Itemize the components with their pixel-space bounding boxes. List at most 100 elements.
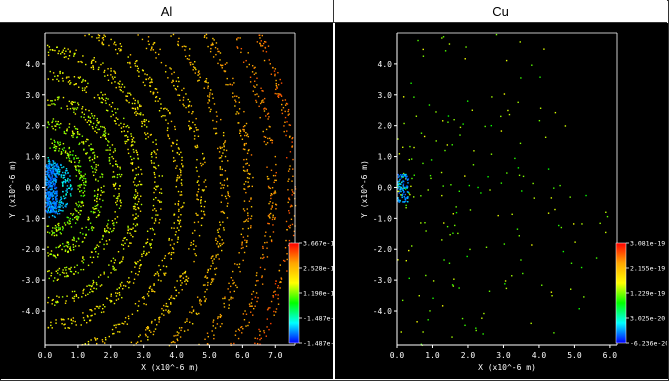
scatter-point [277, 285, 280, 287]
scatter-point [83, 149, 85, 151]
scatter-point [50, 100, 52, 102]
scatter-point [62, 318, 64, 321]
scatter-point [70, 188, 73, 191]
scatter-point [60, 318, 63, 320]
scatter-point [262, 101, 265, 103]
scatter-point [248, 185, 250, 187]
scatter-point [172, 79, 174, 82]
scatter-point [234, 99, 236, 101]
scatter-point [522, 272, 524, 275]
scatter-point [485, 246, 488, 248]
scatter-point [61, 182, 64, 184]
scatter-point [184, 270, 187, 273]
scatter-point [132, 169, 134, 171]
scatter-point [46, 203, 49, 206]
scatter-point [447, 115, 450, 117]
scatter-point [139, 259, 141, 261]
scatter-point [245, 142, 247, 145]
scatter-point [113, 302, 116, 305]
scatter-point [212, 255, 214, 257]
scatter-point [270, 240, 273, 243]
scatter-point [133, 278, 136, 280]
scatter-point [96, 244, 98, 246]
scatter-point [83, 183, 85, 186]
scatter-point [107, 223, 109, 225]
scatter-point [267, 222, 269, 225]
scatter-point [204, 338, 206, 341]
scatter-point [287, 114, 289, 116]
scatter-point [406, 187, 408, 189]
scatter-point [68, 219, 70, 222]
scatter-point [159, 97, 161, 100]
scatter-point [112, 183, 115, 186]
scatter-point [60, 122, 62, 125]
scatter-point [191, 312, 193, 314]
scatter-point [79, 231, 82, 234]
scatter-point [58, 227, 60, 229]
scatter-point [120, 45, 123, 48]
scatter-point [217, 246, 220, 248]
scatter-point [284, 247, 287, 249]
scatter-point [46, 197, 49, 199]
scatter-point [80, 201, 82, 203]
scatter-point [134, 65, 137, 67]
scatter-point [232, 77, 234, 80]
scatter-point [57, 301, 59, 303]
scatter-point [181, 327, 183, 329]
scatter-point [173, 335, 175, 337]
scatter-point [178, 210, 180, 212]
scatter-point [172, 248, 175, 250]
scatter-point [203, 36, 206, 38]
scatter-point [448, 262, 451, 264]
scatter-point [54, 141, 56, 143]
scatter-point [108, 160, 111, 162]
scatter-point [72, 150, 74, 152]
scatter-point [211, 278, 213, 281]
scatter-point [62, 202, 64, 204]
scatter-point [242, 259, 244, 262]
scatter-point [47, 157, 49, 159]
scatter-point [128, 282, 130, 284]
scatter-point [174, 159, 176, 162]
x-tick-label: 0.0 [390, 351, 405, 360]
scatter-point [149, 81, 151, 84]
scatter-point [215, 42, 218, 44]
scatter-point [272, 294, 274, 297]
scatter-point [167, 77, 169, 79]
scatter-point [256, 84, 258, 86]
scatter-point [55, 195, 58, 198]
scatter-point [108, 44, 110, 47]
scatter-point [139, 265, 141, 267]
scatter-point [182, 273, 184, 275]
scatter-point [53, 232, 56, 234]
scatter-point [134, 203, 136, 205]
colorbar: 3.081e-192.155e-191.229e-193.025e-20-6.2… [615, 240, 668, 348]
scatter-point [98, 307, 100, 309]
scatter-point [214, 46, 217, 49]
panel-title-al: Al [0, 0, 334, 23]
scatter-point [107, 133, 110, 135]
scatter-point [146, 230, 149, 232]
scatter-point [60, 151, 63, 153]
scatter-point [54, 49, 56, 52]
scatter-point [53, 146, 56, 148]
scatter-point [283, 130, 285, 133]
scatter-point [162, 108, 165, 110]
scatter-point [118, 207, 121, 209]
scatter-point [115, 117, 118, 119]
scatter-point [55, 207, 58, 210]
scatter-point [146, 293, 149, 295]
scatter-point [47, 51, 50, 54]
scatter-point [173, 297, 176, 300]
scatter-point [241, 242, 243, 244]
scatter-point [47, 270, 49, 273]
scatter-point [250, 197, 252, 199]
scatter-point [267, 178, 269, 180]
scatter-point [52, 127, 54, 130]
scatter-point [82, 290, 84, 292]
scatter-point [176, 280, 178, 282]
scatter-point [94, 247, 96, 250]
scatter-point [564, 125, 567, 127]
scatter-point [269, 307, 271, 309]
scatter-point [87, 216, 90, 219]
